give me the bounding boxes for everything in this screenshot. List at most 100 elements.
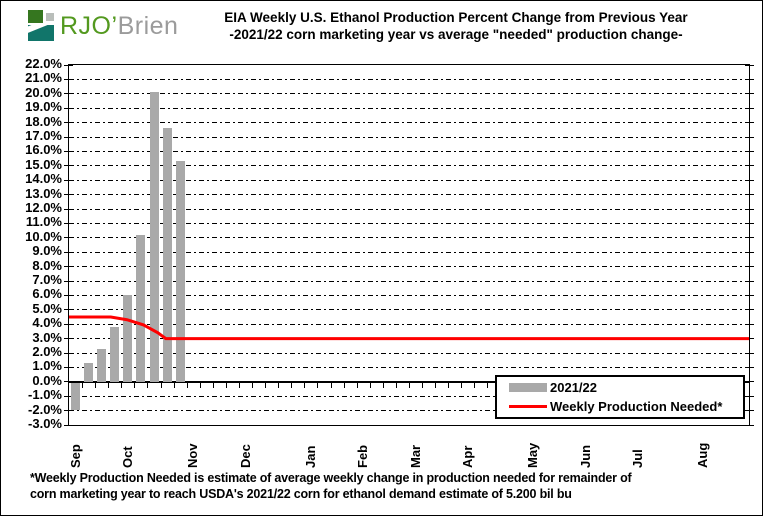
y-tick-label: 20.0% — [25, 84, 62, 100]
left-tick — [64, 165, 73, 167]
bar-week-8 — [162, 128, 172, 382]
right-tick — [745, 294, 754, 296]
right-tick — [745, 165, 754, 167]
week-tick — [147, 382, 149, 388]
bar-week-5 — [123, 295, 133, 382]
right-tick — [745, 194, 754, 196]
bar-week-3 — [97, 348, 107, 382]
week-tick — [160, 382, 162, 388]
week-tick — [448, 382, 450, 388]
week-tick — [108, 382, 110, 388]
week-tick — [461, 382, 463, 388]
gridline-16 — [69, 150, 749, 152]
gridline-19 — [69, 107, 749, 109]
bar-week-6 — [136, 234, 146, 382]
footnote-line2: corn marketing year to reach USDA's 2021… — [30, 487, 572, 501]
right-tick — [745, 410, 754, 412]
left-tick — [64, 136, 73, 138]
y-tick-label: 2.0% — [32, 344, 62, 359]
left-tick — [64, 107, 73, 109]
y-tick-label: 4.0% — [32, 315, 62, 331]
week-tick — [134, 382, 136, 388]
week-tick — [435, 382, 437, 388]
right-tick — [745, 352, 754, 354]
right-tick — [745, 280, 754, 282]
gridline-18 — [69, 122, 749, 124]
right-tick — [745, 309, 754, 311]
gridline--2 — [69, 410, 749, 412]
left-tick — [64, 424, 73, 426]
x-month-label-aug: Aug — [695, 442, 711, 468]
left-tick — [64, 410, 73, 412]
right-tick — [745, 366, 754, 368]
right-tick — [745, 64, 754, 66]
left-tick — [64, 338, 73, 340]
y-axis-labels: 22.0% 21.0% 20.0% 19.0% 18.0% 17.0% 16.0% 15.0%… — [0, 56, 62, 431]
week-tick — [356, 382, 358, 388]
gridline-9 — [69, 251, 749, 253]
x-month-label-nov: Nov — [185, 443, 201, 468]
logo-text-green: RJO’ — [60, 11, 118, 40]
gridline-11 — [69, 222, 749, 224]
week-tick — [422, 382, 424, 388]
y-tick-label: 17.0% — [25, 128, 62, 143]
y-tick-label: 19.0% — [25, 99, 62, 115]
week-tick — [487, 382, 489, 388]
week-tick — [265, 382, 267, 388]
y-tick-label: 13.0% — [25, 185, 62, 201]
right-tick — [745, 237, 754, 239]
right-tick — [745, 179, 754, 181]
y-tick-label: 8.0% — [32, 257, 62, 273]
x-month-label-jul: Jul — [629, 449, 645, 468]
bar-week-2 — [84, 363, 94, 382]
left-tick — [64, 309, 73, 311]
x-month-label-feb: Feb — [355, 444, 371, 468]
y-tick-label: 21.0% — [25, 70, 62, 86]
gridline-21 — [69, 78, 749, 80]
left-tick — [64, 194, 73, 196]
left-tick — [64, 64, 73, 66]
logo-teal-flag — [28, 25, 54, 41]
week-tick — [252, 382, 254, 388]
y-tick-label: 14.0% — [25, 171, 62, 187]
y-tick-label: 12.0% — [25, 200, 62, 215]
week-tick — [278, 382, 280, 388]
x-month-label-jun: Jun — [577, 444, 593, 468]
week-tick — [95, 382, 97, 388]
right-tick — [745, 222, 754, 224]
left-tick — [64, 395, 73, 397]
y-tick-label: 6.0% — [32, 286, 62, 302]
left-tick — [64, 280, 73, 282]
gridline-7 — [69, 280, 749, 282]
logo-text-gray: Brien — [117, 11, 179, 40]
gridline-17 — [69, 136, 749, 138]
left-tick — [64, 78, 73, 80]
week-tick — [369, 382, 371, 388]
week-tick — [474, 382, 476, 388]
legend-line-swatch — [509, 405, 547, 408]
gridline-13 — [69, 194, 749, 196]
legend-item-weekly-production-needed: Weekly Production Needed* — [509, 399, 743, 414]
y-tick-label: 11.0% — [25, 214, 62, 230]
gridline-2 — [69, 352, 749, 354]
gridline-14 — [69, 179, 749, 181]
week-tick — [382, 382, 384, 388]
left-tick — [64, 352, 73, 354]
right-tick — [745, 323, 754, 325]
right-tick — [745, 122, 754, 124]
left-tick — [64, 122, 73, 124]
right-tick — [745, 381, 754, 383]
left-tick — [64, 237, 73, 239]
y-tick-label: 3.0% — [32, 329, 62, 345]
right-tick — [745, 395, 754, 397]
gridline-10 — [69, 237, 749, 239]
plot-area — [64, 64, 754, 426]
right-tick — [745, 251, 754, 253]
gridline-1 — [69, 366, 749, 368]
week-tick — [121, 382, 123, 388]
week-tick — [199, 382, 201, 388]
week-tick — [186, 382, 188, 388]
y-tick-label: -1.0% — [28, 387, 62, 403]
gridline-6 — [69, 294, 749, 296]
legend-item-2021-22: 2021/22 — [509, 380, 743, 395]
